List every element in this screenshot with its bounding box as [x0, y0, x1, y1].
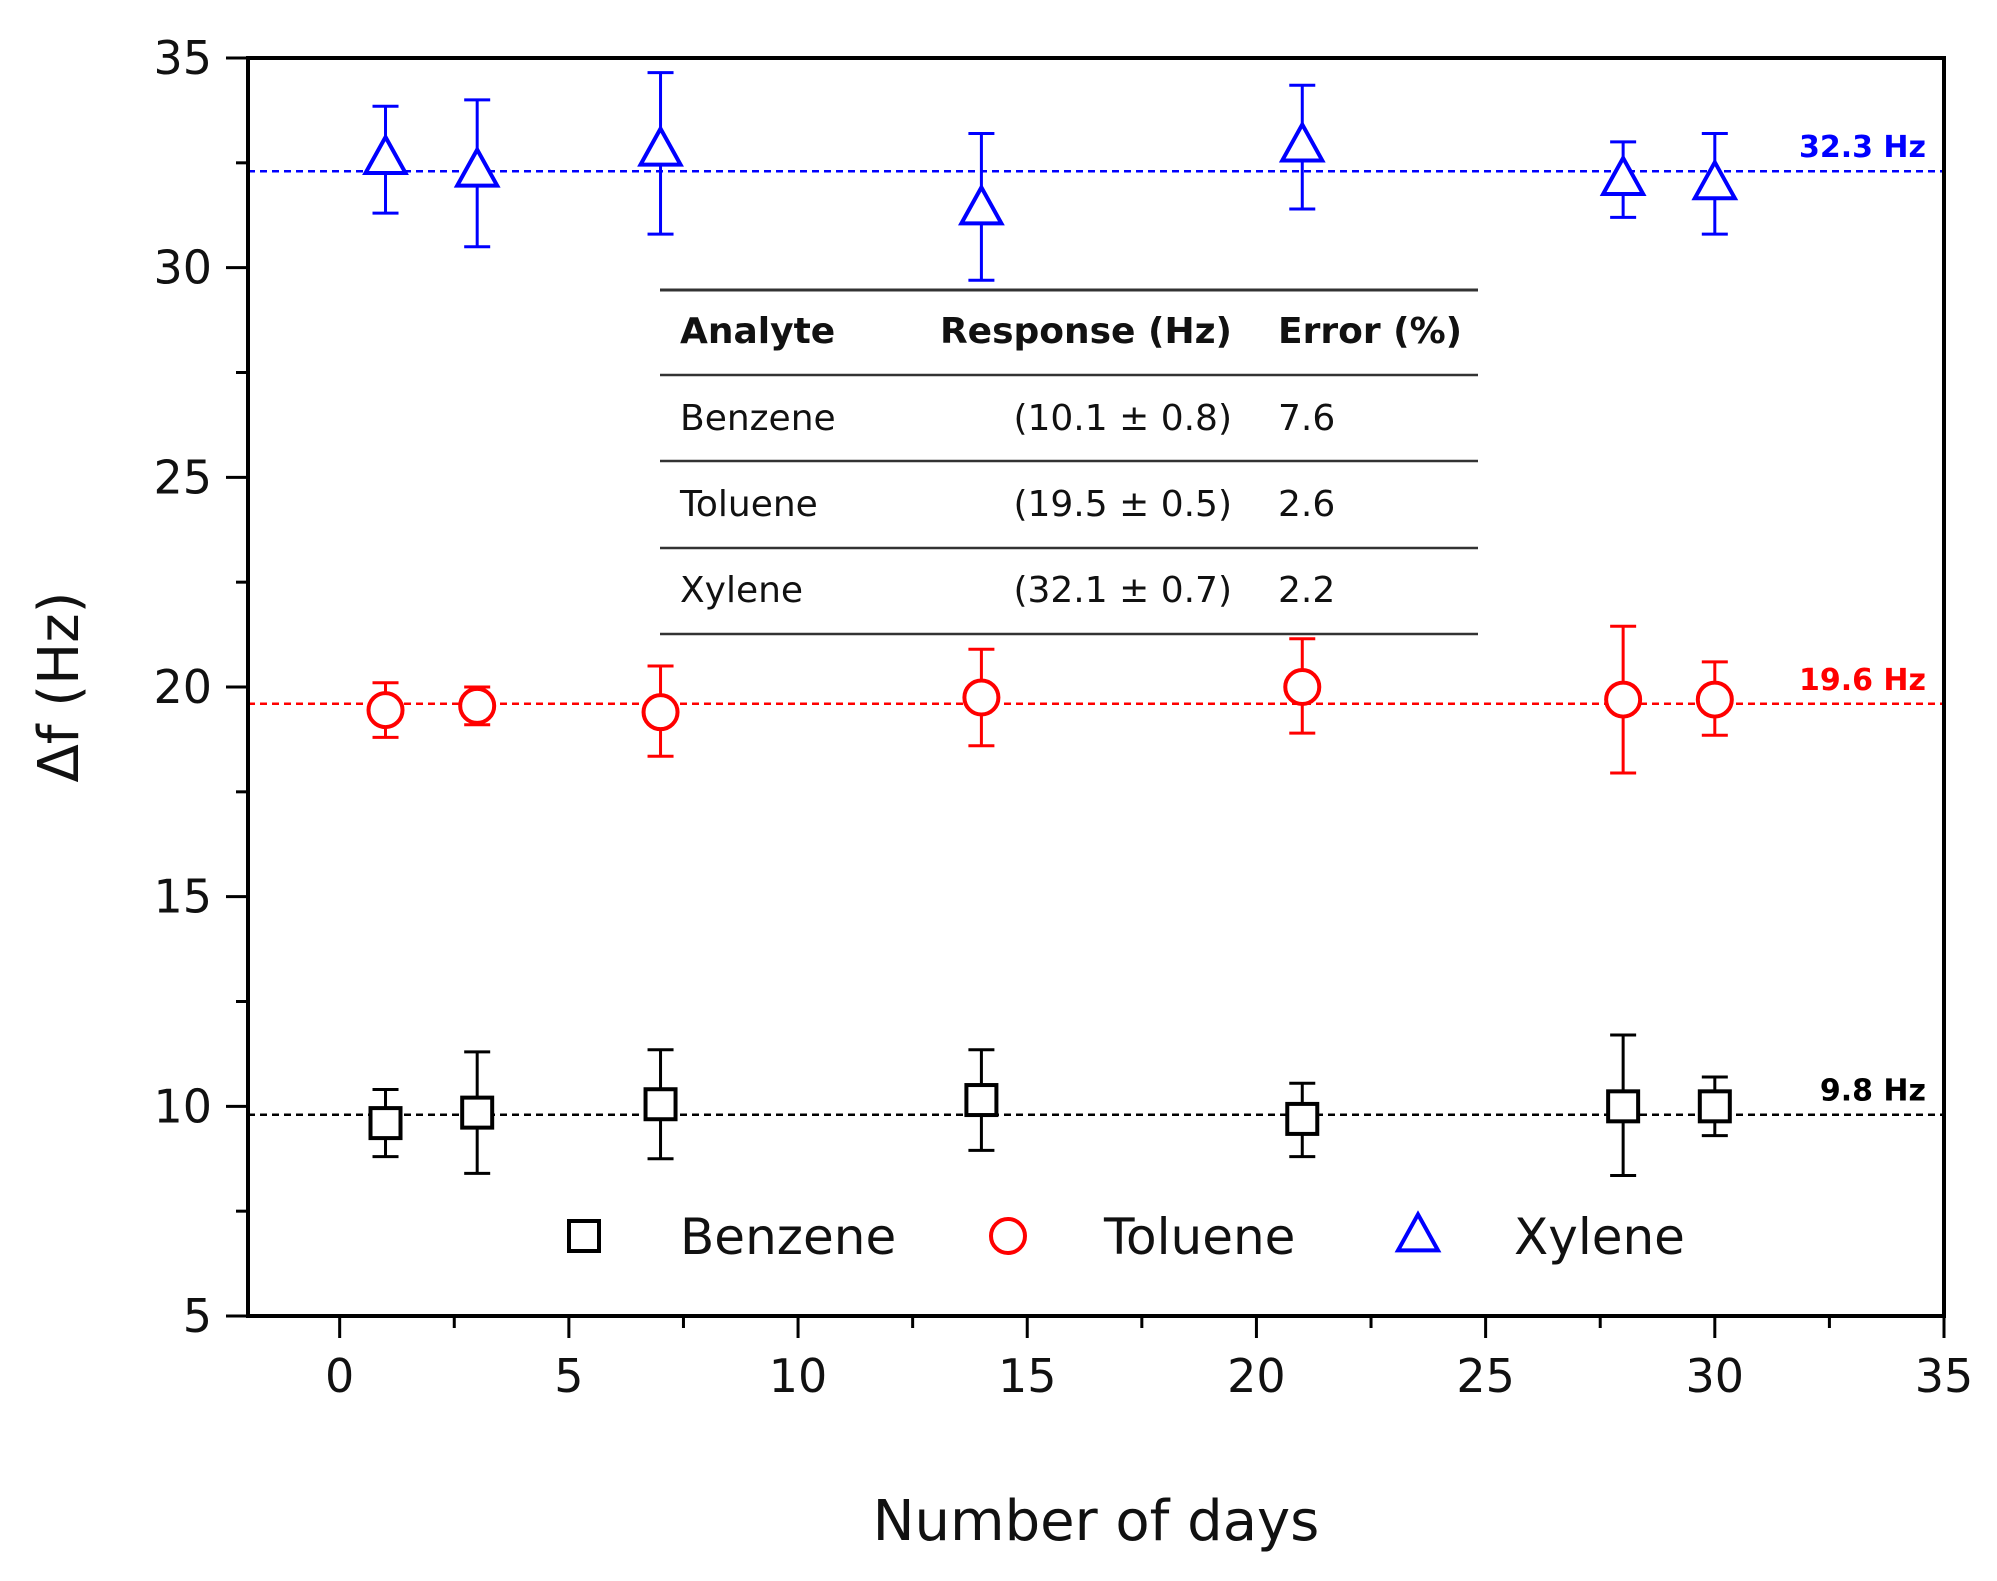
data-point [1695, 680, 1734, 719]
series-benzene [368, 1033, 1732, 1178]
data-point [368, 1106, 403, 1141]
reference-line-label: 9.8 Hz [1820, 1074, 1926, 1109]
table-header-cell: Response (Hz) [940, 311, 1232, 352]
reference-line-label: 32.3 Hz [1799, 130, 1926, 165]
x-tick-label: 30 [1686, 1349, 1745, 1403]
data-point [460, 1095, 495, 1130]
table-cell: Benzene [680, 398, 836, 439]
series-xylene [362, 71, 1739, 282]
table-header-cell: Analyte [680, 311, 835, 352]
data-point [964, 1083, 999, 1118]
table-cell: 2.2 [1278, 570, 1335, 611]
legend-label: Xylene [1514, 1208, 1685, 1266]
data-point [453, 145, 501, 188]
data-point [1697, 1089, 1732, 1124]
y-tick-label: 25 [153, 450, 212, 504]
table-header-cell: Error (%) [1278, 311, 1462, 352]
plot-frame [246, 56, 1946, 1318]
x-tick-label: 10 [769, 1349, 828, 1403]
data-point [362, 132, 409, 176]
data-point [1283, 668, 1322, 706]
y-axis-title: Δf (Hz) [27, 591, 92, 782]
y-tick-label: 10 [153, 1079, 212, 1133]
x-tick-label: 25 [1456, 1349, 1515, 1403]
series-toluene [366, 624, 1734, 775]
data-point [962, 678, 1001, 717]
reference-line-label: 19.6 Hz [1799, 663, 1926, 698]
data-point [366, 691, 405, 730]
data-point [1599, 153, 1647, 197]
table-cell: 7.6 [1278, 398, 1335, 439]
data-point [641, 693, 680, 732]
table-cell: (10.1 ± 0.8) [1013, 398, 1232, 439]
table-cell: Toluene [679, 484, 818, 525]
data-point [1691, 158, 1739, 201]
data-point [1285, 1101, 1320, 1136]
data-point [958, 183, 1005, 226]
y-tick-label: 20 [153, 660, 212, 714]
legend-label: Benzene [680, 1208, 896, 1266]
table-cell: 2.6 [1278, 484, 1335, 525]
data-point [458, 686, 497, 725]
data-point [1606, 1089, 1641, 1124]
y-tick-label: 30 [153, 241, 212, 295]
data-point [643, 1087, 678, 1122]
x-tick-label: 35 [1915, 1349, 1974, 1403]
y-tick-label: 5 [183, 1289, 212, 1343]
x-tick-label: 5 [554, 1349, 583, 1403]
legend-marker [1394, 1210, 1442, 1253]
data-point [1278, 120, 1326, 163]
x-tick-label: 0 [325, 1349, 354, 1403]
y-tick-label: 15 [153, 870, 212, 924]
x-tick-label: 20 [1227, 1349, 1286, 1403]
data-point [637, 124, 684, 167]
x-tick-label: 15 [998, 1349, 1057, 1403]
legend-marker [989, 1217, 1027, 1255]
data-point [1604, 680, 1643, 719]
x-axis-title: Number of days [873, 1489, 1320, 1554]
table-cell: Xylene [680, 570, 803, 611]
legend-label: Toluene [1103, 1208, 1295, 1266]
y-tick-label: 35 [153, 31, 212, 85]
table-cell: (19.5 ± 0.5) [1013, 484, 1232, 525]
table-cell: (32.1 ± 0.7) [1013, 570, 1232, 611]
legend-marker [567, 1219, 601, 1253]
